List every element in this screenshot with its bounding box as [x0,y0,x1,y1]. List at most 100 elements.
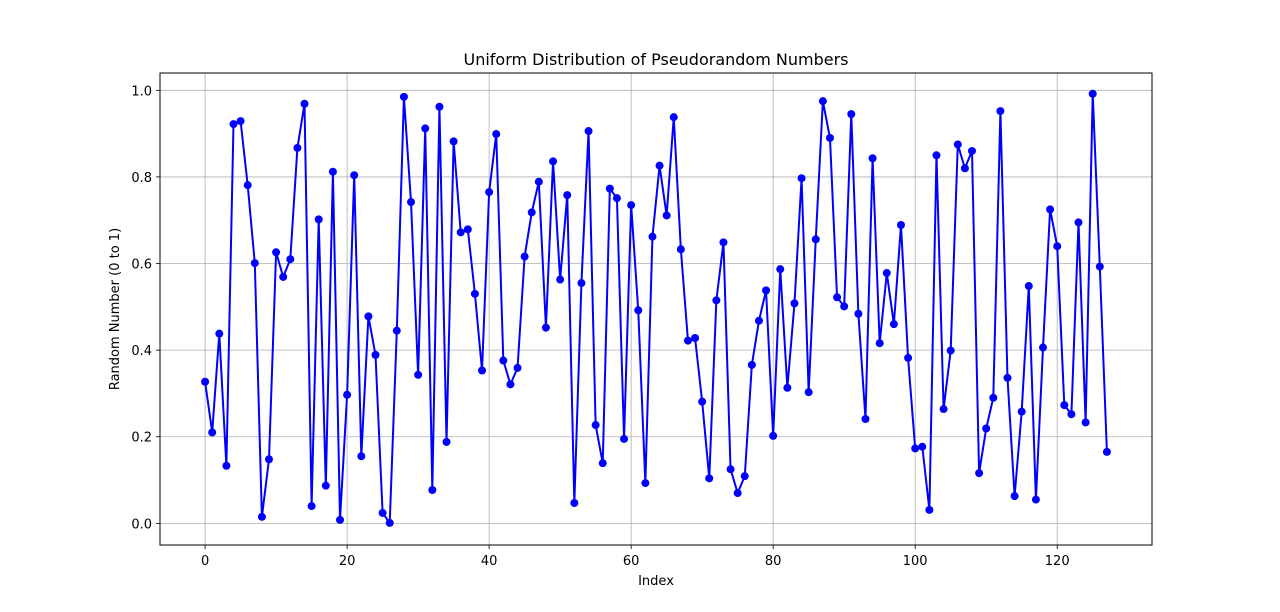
data-point [1088,89,1097,98]
data-point [1046,205,1055,214]
data-point [385,518,394,527]
x-tick-label: 20 [339,554,356,569]
series-layer [201,89,1111,527]
data-point [747,360,756,369]
data-point [868,154,877,163]
plot-area-frame [159,72,1153,546]
data-point [967,146,976,155]
data-point [563,191,572,200]
data-point [506,380,515,389]
data-point [797,174,806,183]
data-point [1039,343,1048,352]
data-point [513,363,522,372]
data-point [449,137,458,146]
data-point [442,437,451,446]
data-point [918,442,927,451]
data-point [215,329,224,338]
data-point [556,275,565,284]
axis-ticks: 0 20 40 60 80 100 120 0.0 0.2 0.4 0.6 0.8 1.0 [131,84,1069,569]
data-point [222,461,231,470]
data-point [343,390,352,399]
data-point [861,414,870,423]
data-point [1017,407,1026,416]
data-point [811,235,820,244]
data-point [726,465,735,474]
data-point [1067,410,1076,419]
data-point [201,377,210,386]
data-point [683,336,692,345]
data-point [229,120,238,129]
x-axis-label: Index [638,574,674,589]
data-point [698,397,707,406]
data-point [776,265,785,274]
data-point [208,428,217,437]
y-axis-label: Random Number (0 to 1) [108,228,123,390]
y-tick-label: 0.0 [131,517,152,532]
x-tick-label: 40 [481,554,498,569]
data-point [1060,401,1069,410]
data-point [293,143,302,152]
data-point [1095,262,1104,271]
data-point [250,259,259,268]
series-line [204,92,1108,524]
data-point [754,316,763,325]
data-point [896,220,905,229]
data-point [336,515,345,524]
data-point [989,393,998,402]
data-point [946,346,955,355]
data-point [435,102,444,111]
data-point [591,421,600,430]
y-tick-label: 0.2 [131,431,152,446]
data-point [371,350,380,359]
data-point [478,366,487,375]
x-tick-label: 100 [903,554,928,569]
data-point [783,383,792,392]
data-point [840,302,849,311]
data-point [243,181,252,190]
data-point [882,269,891,278]
data-point [847,110,856,119]
data-point [1081,418,1090,427]
data-point [286,255,295,264]
data-point [655,161,664,170]
data-point [612,194,621,203]
data-point [577,279,586,288]
y-tick-label: 0.4 [131,344,152,359]
data-point [712,296,721,305]
data-point [875,339,884,348]
data-point [939,405,948,414]
data-point [272,248,281,257]
data-point [804,388,813,397]
data-point [740,472,749,481]
data-point [314,215,323,224]
data-point [641,479,650,488]
data-point [1010,492,1019,501]
data-point [982,424,991,433]
data-point [499,356,508,365]
data-point [392,326,401,335]
data-point [953,140,962,149]
data-point [825,133,834,142]
data-point [932,151,941,160]
data-point [854,309,863,318]
data-point [378,508,387,517]
data-point [407,198,416,207]
data-point [364,312,373,321]
data-point [648,232,657,241]
data-point [705,474,714,483]
data-point [1031,495,1040,504]
data-point [598,459,607,468]
data-point [960,164,969,173]
data-point [321,481,330,490]
data-point [456,228,465,237]
data-point [357,452,366,461]
data-point [428,486,437,495]
data-point [605,184,614,193]
data-point [833,293,842,302]
data-point [570,498,579,507]
data-point [236,117,245,126]
data-point [463,225,472,234]
x-tick-label: 80 [765,554,782,569]
